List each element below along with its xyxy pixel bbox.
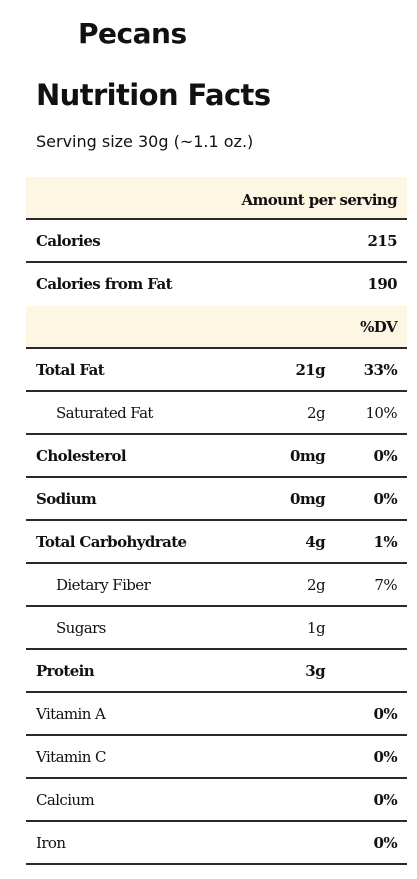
vitamin-label: Calcium — [36, 791, 95, 809]
nutrient-row-sugars: Sugars 1g — [26, 607, 407, 650]
nutrient-amount: 2g — [307, 404, 326, 422]
vitamin-label: Vitamin C — [36, 748, 106, 766]
vitamin-row-vitamin-c: Vitamin C 0% — [26, 736, 407, 779]
nutrient-amount: 0mg — [290, 490, 326, 508]
amount-per-serving-header: Amount per serving — [26, 177, 407, 220]
nutrient-row-dietary-fiber: Dietary Fiber 2g 7% — [26, 564, 407, 607]
nutrition-facts-table: Amount per serving Calories 215 Calories… — [26, 177, 407, 865]
nutrient-dv: 33% — [363, 361, 398, 379]
nutrient-amount: 0mg — [290, 447, 326, 465]
nutrition-facts-title: Nutrition Facts — [36, 78, 271, 112]
nutrient-label: Total Carbohydrate — [36, 533, 187, 551]
calories-label: Calories — [36, 232, 101, 250]
nutrient-label: Sodium — [36, 490, 97, 508]
vitamin-label: Vitamin A — [36, 705, 106, 723]
nutrient-label: Dietary Fiber — [56, 576, 151, 594]
nutrient-label: Protein — [36, 662, 95, 680]
nutrient-dv: 0% — [373, 490, 398, 508]
calories-row: Calories 215 — [26, 220, 407, 263]
calories-value: 215 — [367, 232, 397, 250]
nutrient-amount: 21g — [295, 361, 325, 379]
dv-header-label: %DV — [360, 318, 397, 336]
nutrient-dv: 7% — [374, 576, 397, 594]
nutrient-row-sodium: Sodium 0mg 0% — [26, 478, 407, 521]
nutrient-label: Saturated Fat — [56, 404, 153, 422]
nutrient-row-cholesterol: Cholesterol 0mg 0% — [26, 435, 407, 478]
vitamin-dv: 0% — [373, 834, 398, 852]
dv-header-row: %DV — [26, 306, 407, 349]
vitamin-dv: 0% — [373, 791, 398, 809]
vitamin-row-vitamin-a: Vitamin A 0% — [26, 693, 407, 736]
nutrient-row-total-fat: Total Fat 21g 33% — [26, 349, 407, 392]
nutrient-dv: 1% — [373, 533, 398, 551]
vitamin-dv: 0% — [373, 705, 398, 723]
vitamin-row-iron: Iron 0% — [26, 822, 407, 865]
vitamin-label: Iron — [36, 834, 66, 852]
nutrient-row-protein: Protein 3g — [26, 650, 407, 693]
calories-from-fat-value: 190 — [367, 275, 397, 293]
calories-from-fat-row: Calories from Fat 190 — [26, 263, 407, 306]
nutrient-amount: 2g — [307, 576, 326, 594]
nutrient-label: Sugars — [56, 619, 106, 637]
vitamin-dv: 0% — [373, 748, 398, 766]
nutrient-amount: 1g — [307, 619, 326, 637]
serving-size: Serving size 30g (~1.1 oz.) — [36, 132, 254, 151]
nutrient-row-total-carbohydrate: Total Carbohydrate 4g 1% — [26, 521, 407, 564]
vitamin-row-calcium: Calcium 0% — [26, 779, 407, 822]
nutrient-dv: 10% — [365, 404, 397, 422]
nutrient-amount: 3g — [305, 662, 325, 680]
nutrient-row-saturated-fat: Saturated Fat 2g 10% — [26, 392, 407, 435]
nutrient-amount: 4g — [305, 533, 325, 551]
food-name: Pecans — [78, 17, 187, 50]
calories-from-fat-label: Calories from Fat — [36, 275, 173, 293]
nutrient-label: Cholesterol — [36, 447, 127, 465]
nutrient-label: Total Fat — [36, 361, 105, 379]
nutrient-dv: 0% — [373, 447, 398, 465]
amount-per-serving-label: Amount per serving — [241, 191, 397, 209]
